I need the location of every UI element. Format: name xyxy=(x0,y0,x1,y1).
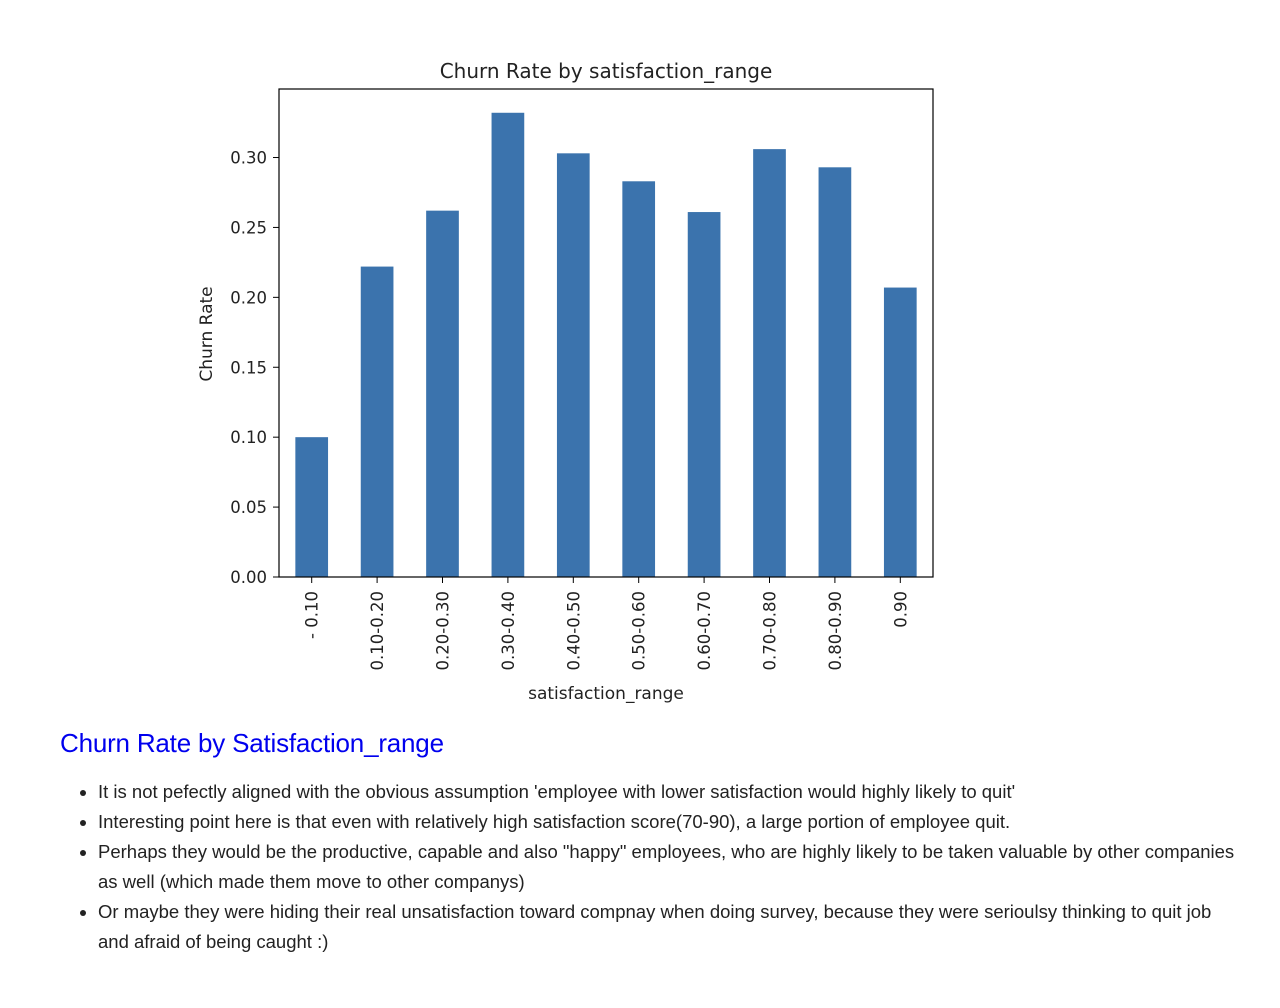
bar-6 xyxy=(687,212,721,577)
y-tick-label: 0.30 xyxy=(230,149,267,168)
y-tick-label: 0.15 xyxy=(230,358,267,377)
bar-7 xyxy=(753,149,786,577)
bar-4 xyxy=(556,153,590,577)
x-axis-label: satisfaction_range xyxy=(528,684,684,704)
x-tick-label: 0.50-0.60 xyxy=(630,591,649,670)
notes-section: Churn Rate by Satisfaction_range It is n… xyxy=(60,728,1240,957)
chart-title: Churn Rate by satisfaction_range xyxy=(440,59,773,83)
bar-3 xyxy=(491,112,525,577)
x-tick-label: 0.20-0.30 xyxy=(434,591,453,670)
bars-group xyxy=(295,112,917,578)
bar-8 xyxy=(818,167,852,578)
notes-list: It is not pefectly aligned with the obvi… xyxy=(60,777,1240,957)
x-tick-label: - 0.10 xyxy=(303,591,322,639)
bar-9 xyxy=(883,287,917,577)
y-tick-label: 0.20 xyxy=(230,288,267,307)
notes-bullet: Interesting point here is that even with… xyxy=(98,807,1240,837)
notes-bullet: Or maybe they were hiding their real uns… xyxy=(98,897,1240,957)
x-tick-label: 0.10-0.20 xyxy=(368,591,387,670)
y-ticks-group: 0.00 0.05 0.10 0.15 0.20 0.25 0.30 xyxy=(230,149,279,587)
y-tick-label: 0.00 xyxy=(230,568,267,587)
x-tick-label: 0.80-0.90 xyxy=(826,591,845,670)
y-tick-label: 0.10 xyxy=(230,428,267,447)
x-tick-label: 0.30-0.40 xyxy=(499,591,518,670)
plot-frame xyxy=(278,88,934,578)
bar-1 xyxy=(360,266,394,577)
bar-0 xyxy=(295,437,329,577)
x-ticks-group: - 0.10 0.10-0.20 0.20-0.30 0.30-0.40 0.40-0.… xyxy=(303,577,910,670)
x-tick-label: 0.60-0.70 xyxy=(695,591,714,670)
y-tick-label: 0.25 xyxy=(230,218,267,237)
x-tick-label: 0.70-0.80 xyxy=(761,591,780,670)
chart-svg: Churn Rate by satisfaction_range Churn R… xyxy=(197,59,934,704)
y-axis-label: Churn Rate xyxy=(197,286,217,381)
notes-heading: Churn Rate by Satisfaction_range xyxy=(60,728,444,758)
y-tick-label: 0.05 xyxy=(230,498,267,517)
churn-rate-chart: Churn Rate by satisfaction_range Churn R… xyxy=(197,59,934,704)
bar-2 xyxy=(426,210,459,577)
notes-bullet: It is not pefectly aligned with the obvi… xyxy=(98,777,1240,807)
notes-bullet: Perhaps they would be the productive, ca… xyxy=(98,837,1240,897)
x-tick-label: 0.90 xyxy=(891,591,910,628)
bar-5 xyxy=(622,181,656,577)
x-tick-label: 0.40-0.50 xyxy=(564,591,583,670)
